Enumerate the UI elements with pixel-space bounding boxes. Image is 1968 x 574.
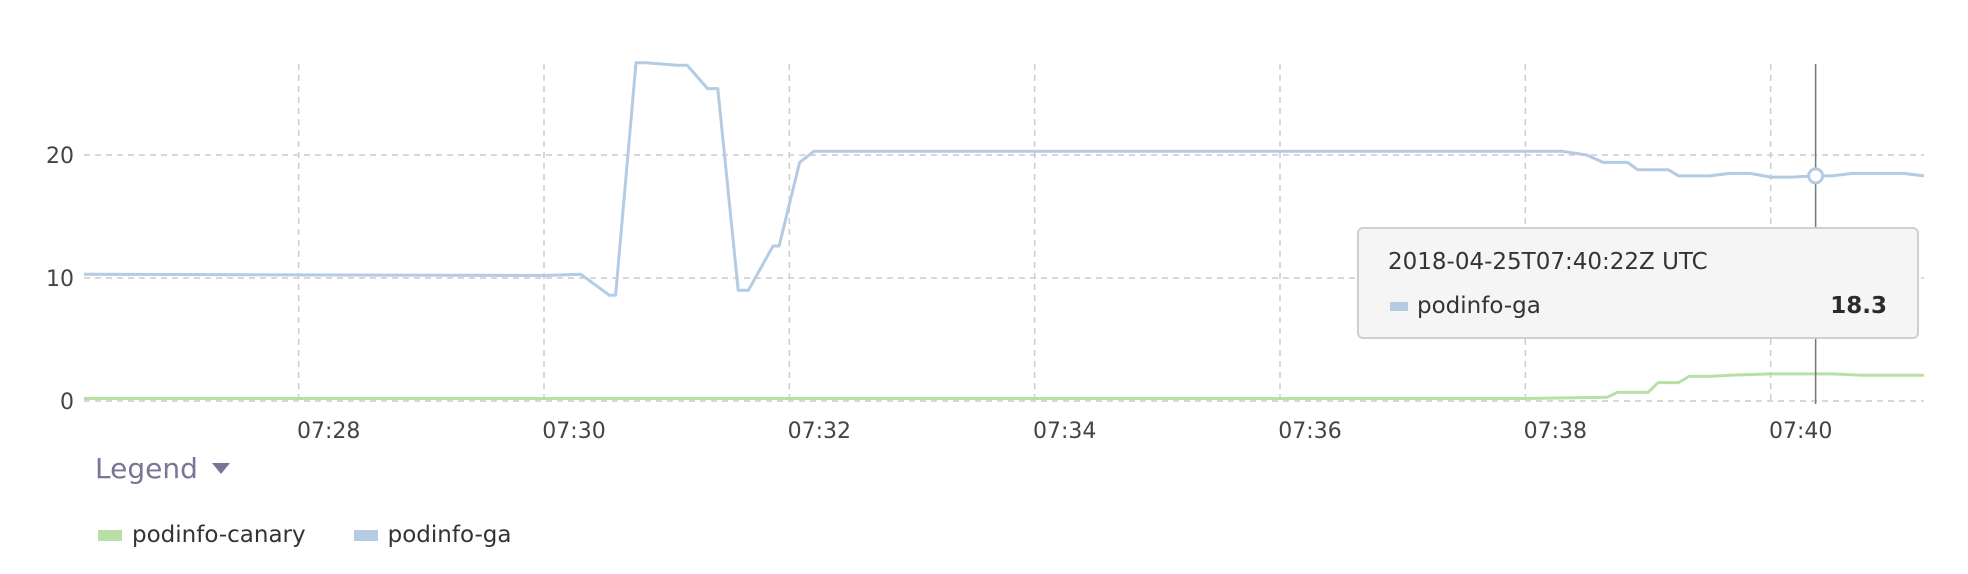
y-tick-label: 20: [46, 144, 74, 169]
x-tick-label: 07:38: [1524, 419, 1587, 440]
y-tick-label: 0: [60, 390, 74, 415]
legend-item-label: podinfo-canary: [132, 522, 306, 548]
legend-swatch: [98, 530, 122, 541]
x-tick-label: 07:30: [542, 419, 605, 440]
legend-item-podinfo-canary[interactable]: podinfo-canary: [98, 522, 306, 548]
hover-point-marker: [1809, 169, 1823, 183]
y-tick-label: 10: [46, 267, 74, 292]
x-tick-label: 07:32: [788, 419, 851, 440]
tooltip-series-swatch: [1390, 302, 1408, 311]
tooltip-timestamp: 2018-04-25T07:40:22Z UTC: [1388, 249, 1708, 275]
legend-swatch: [354, 530, 378, 541]
legend-item-podinfo-ga[interactable]: podinfo-ga: [354, 522, 512, 548]
hover-tooltip: 2018-04-25T07:40:22Z UTC podinfo-ga 18.3: [1357, 227, 1919, 339]
tooltip-series-value: 18.3: [1830, 293, 1887, 319]
legend-toggle-label: Legend: [95, 452, 198, 485]
series-line-podinfo-canary: [84, 374, 1924, 399]
x-tick-label: 07:28: [297, 419, 360, 440]
legend: podinfo-canary podinfo-ga: [98, 522, 511, 548]
x-tick-label: 07:36: [1278, 419, 1341, 440]
legend-toggle-button[interactable]: Legend: [95, 452, 230, 485]
x-tick-label: 07:40: [1769, 419, 1832, 440]
line-chart: 0 10 20 07:28 07:30 07:32 07:34 07:36 07:38 07:4…: [0, 0, 1968, 440]
legend-item-label: podinfo-ga: [388, 522, 512, 548]
caret-down-icon: [212, 463, 230, 474]
x-axis-ticks: 07:28 07:30 07:32 07:34 07:36 07:38 07:40: [297, 419, 1832, 440]
y-axis-ticks: 0 10 20: [46, 144, 74, 415]
tooltip-series-row: podinfo-ga 18.3: [1390, 293, 1887, 319]
tooltip-series-name: podinfo-ga: [1417, 293, 1830, 319]
x-tick-label: 07:34: [1033, 419, 1096, 440]
